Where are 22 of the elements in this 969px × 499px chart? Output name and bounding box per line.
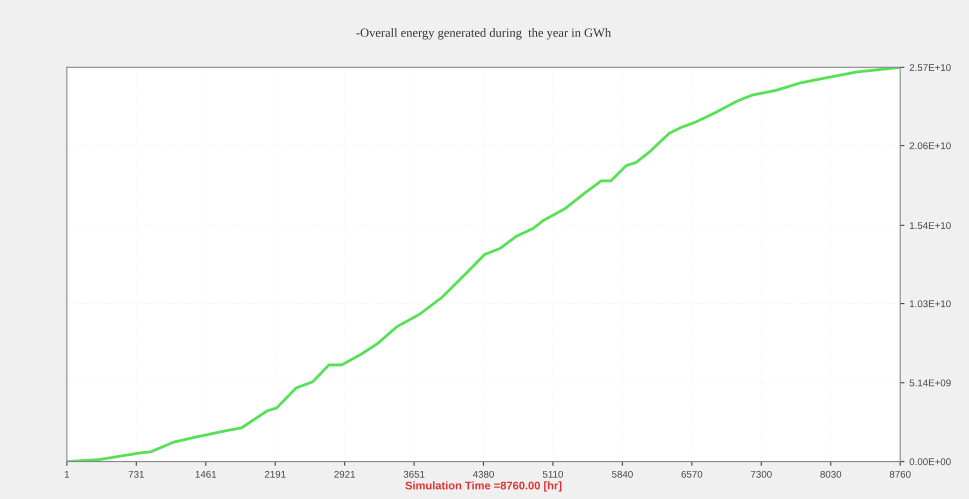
y-tick-label: 1.03E+10	[910, 300, 951, 308]
x-tick-label: 8760	[890, 470, 911, 478]
x-tick-label: 8030	[820, 470, 842, 478]
x-tick-label: 7300	[750, 470, 772, 478]
y-tick-label: 2.57E+10	[910, 64, 951, 71]
x-tick-label: 2191	[264, 470, 286, 478]
x-tick-label: 3651	[404, 470, 424, 478]
y-tick-label: 2.06E+10	[910, 142, 951, 150]
chart-title: -Overall energy generated during the year in GWh	[356, 28, 611, 40]
line-series	[66, 67, 900, 462]
x-tick-label: 6570	[682, 470, 702, 478]
y-tick-label: 0.00E+00	[910, 458, 951, 466]
x-tick-label: 4380	[472, 470, 494, 478]
y-tick-label: 5.14E+09	[910, 379, 951, 386]
x-tick-label: 1461	[196, 470, 216, 478]
x-tick-label: 731	[128, 470, 144, 478]
x-tick-label: 1	[64, 470, 70, 478]
x-axis-title: Simulation Time =8760.00 [hr]	[405, 481, 562, 492]
x-tick-label: 5840	[612, 470, 633, 478]
x-tick-label: 2921	[334, 470, 356, 478]
y-tick-label: 1.54E+10	[910, 222, 951, 229]
x-tick-label: 5110	[542, 470, 564, 478]
